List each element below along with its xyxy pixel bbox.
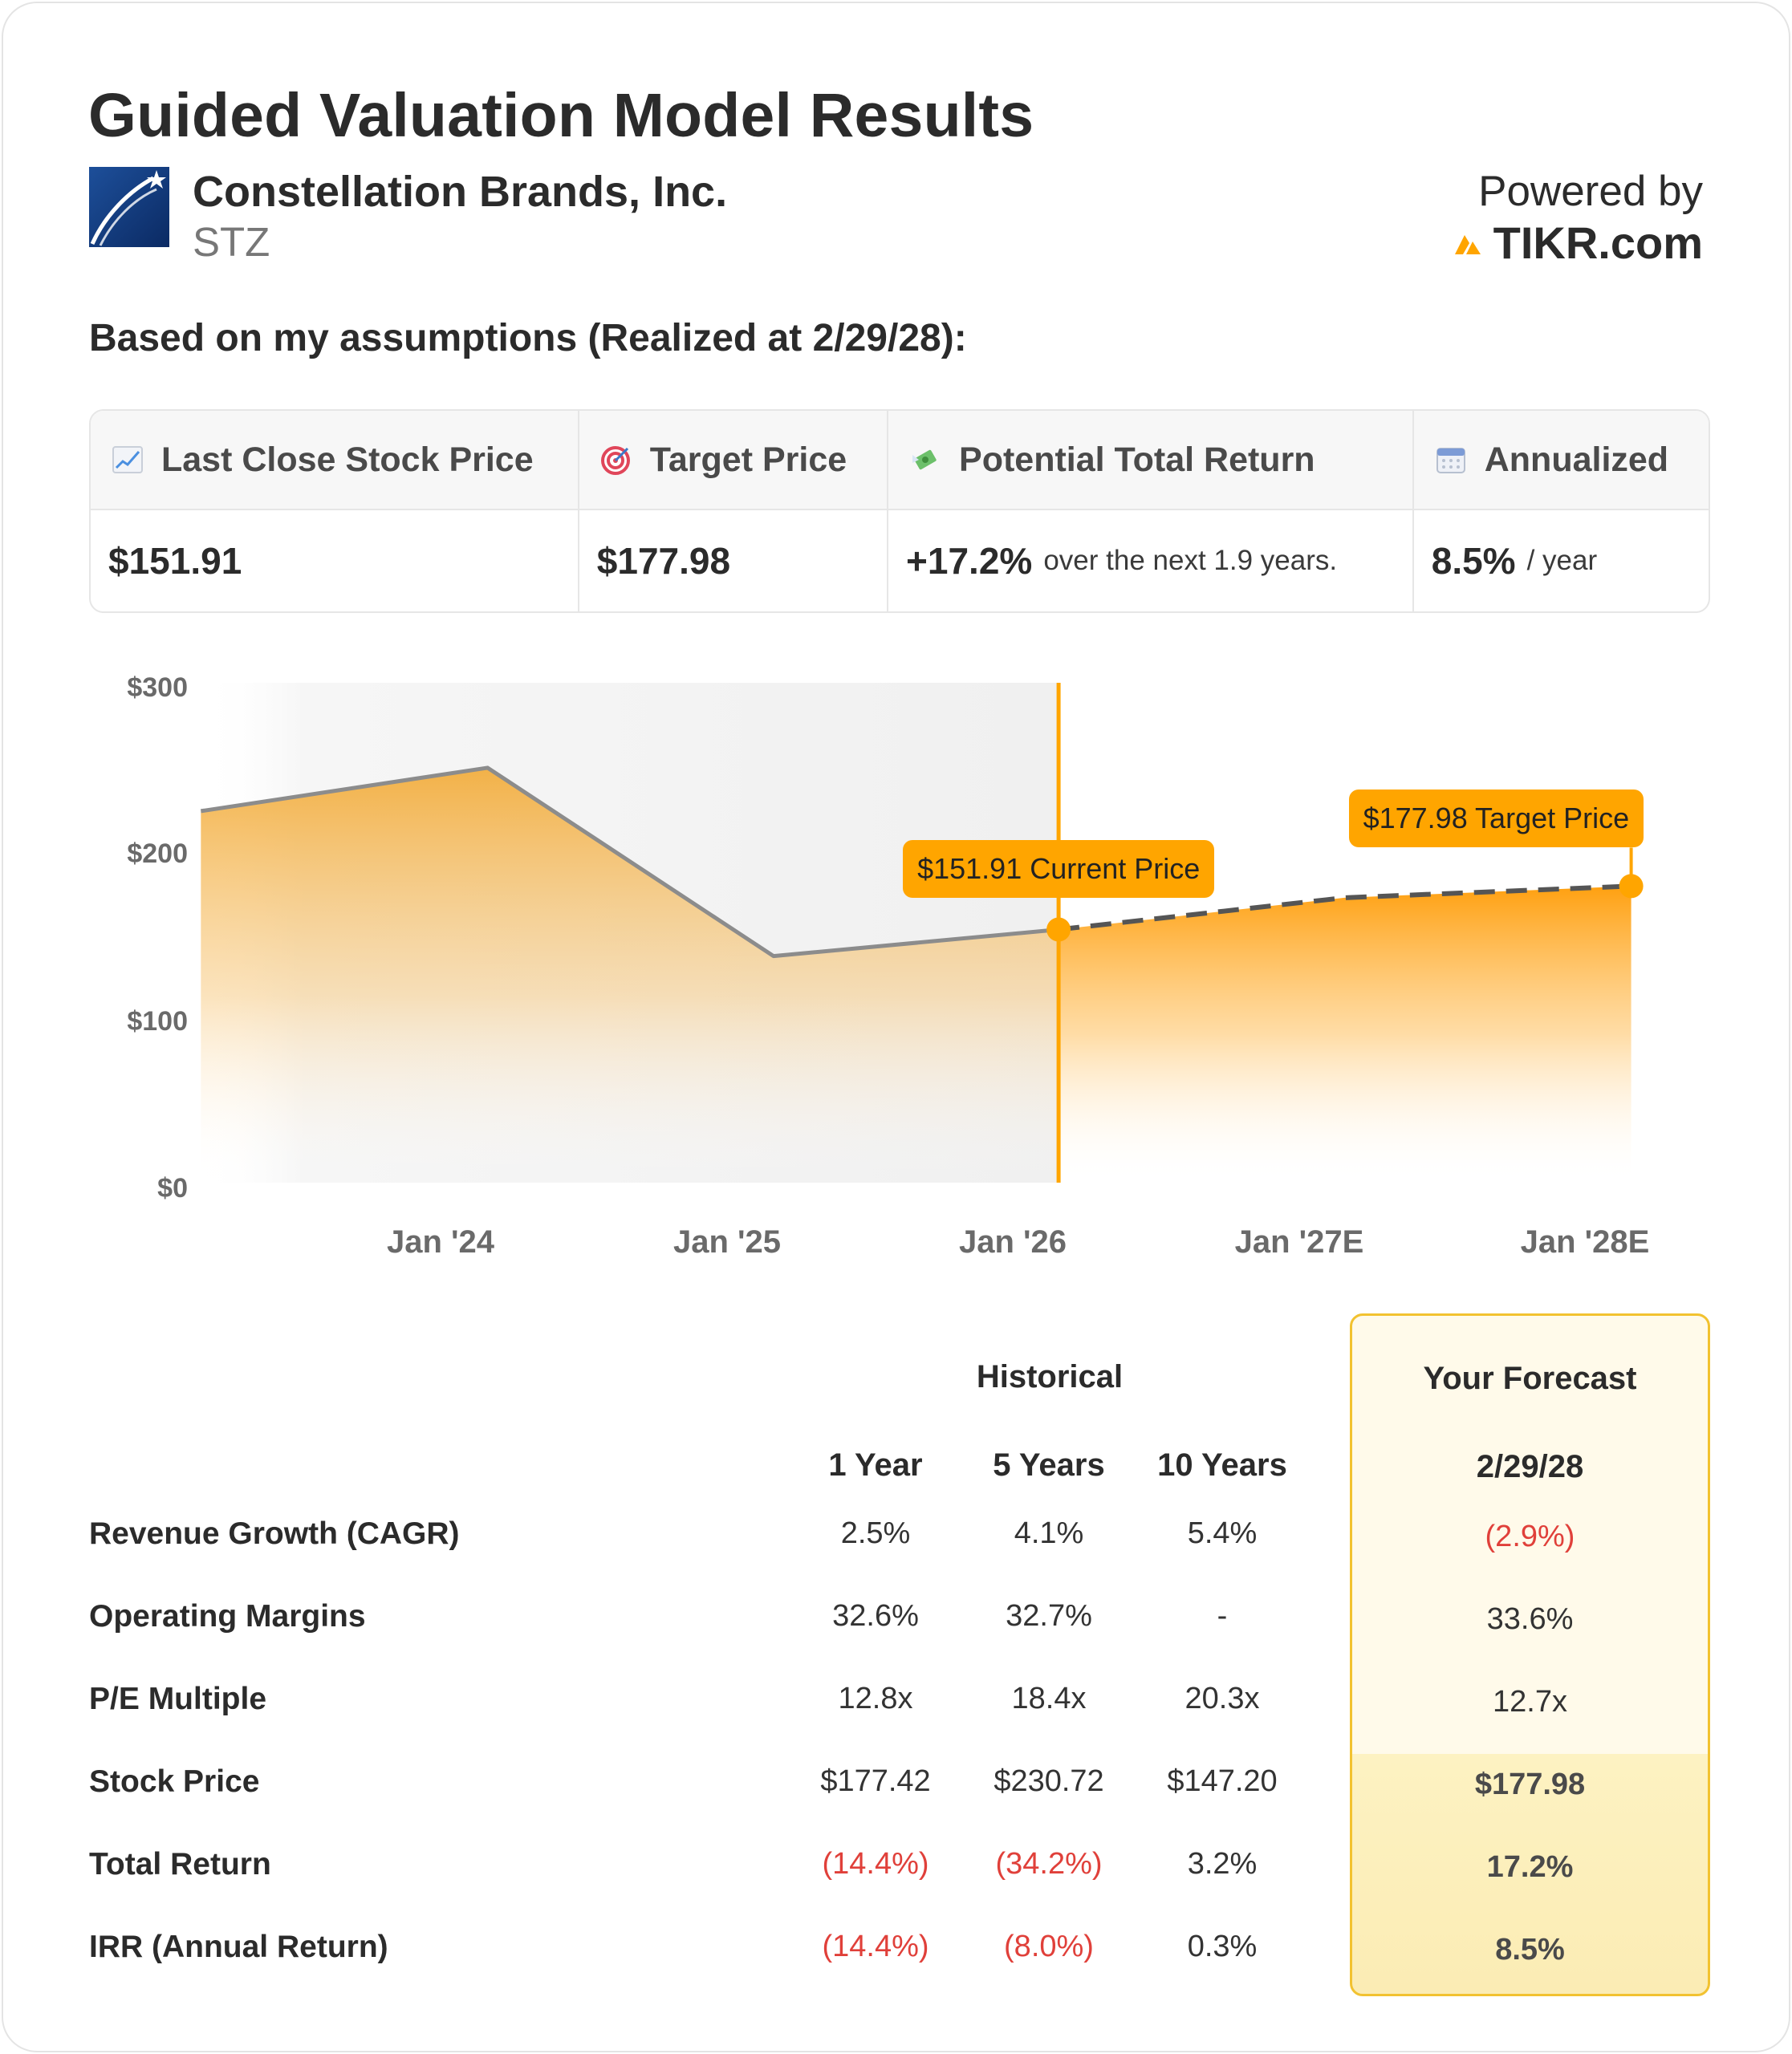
row-label-total-return: Total Return — [89, 1847, 271, 1881]
annualized-suffix: / year — [1526, 545, 1598, 576]
y-tick-label: $0 — [157, 1173, 188, 1204]
target-value: $177.98 — [596, 540, 731, 582]
powered-by-label: Powered by — [1478, 168, 1703, 215]
table-cell: (14.4%) — [822, 1930, 929, 1963]
company-logo — [89, 167, 169, 247]
forecast-cell: 8.5% — [1495, 1933, 1565, 1967]
x-tick-label: Jan '28E — [1520, 1224, 1650, 1260]
table-cell: (34.2%) — [995, 1847, 1103, 1881]
potential-return-label: Potential Total Return — [959, 440, 1315, 479]
table-cell: $177.42 — [820, 1764, 931, 1798]
tikr-brand-text: TIKR.com — [1493, 217, 1703, 268]
y-tick-label: $200 — [127, 838, 188, 869]
summary-last-close: Last Close Stock Price $151.91 — [91, 411, 579, 611]
target-price-marker — [1619, 874, 1644, 899]
summary-annualized: Annualized 8.5% / year — [1413, 411, 1709, 611]
table-cell: 32.6% — [832, 1599, 919, 1633]
table-cell: 12.8x — [838, 1682, 913, 1715]
tikr-brand-link[interactable]: TIKR.com — [1453, 217, 1703, 269]
table-cell: (14.4%) — [822, 1847, 929, 1881]
x-tick-label: Jan '25 — [673, 1224, 782, 1260]
forecast-cell: 12.7x — [1493, 1685, 1567, 1719]
chart-increasing-icon — [112, 446, 143, 473]
current-price-marker — [1046, 917, 1071, 942]
table-cell: 32.7% — [1006, 1599, 1092, 1633]
table-cell: 0.3% — [1187, 1930, 1258, 1963]
target-price-callout: $177.98 Target Price — [1348, 790, 1644, 848]
forecast-area — [1059, 886, 1631, 1183]
row-label-revenue-growth: Revenue Growth (CAGR) — [89, 1516, 460, 1551]
forecast-cell: 17.2% — [1486, 1850, 1574, 1884]
table-cell: 5.4% — [1187, 1516, 1258, 1550]
potential-return-suffix: over the next 1.9 years. — [1043, 545, 1338, 576]
column-header-1-year: 1 Year — [828, 1447, 923, 1483]
ticker-symbol: STZ — [193, 219, 270, 265]
forecast-column-highlight — [1350, 1313, 1710, 1996]
x-tick-label: Jan '27E — [1234, 1224, 1364, 1260]
forecast-cell: 33.6% — [1486, 1602, 1574, 1636]
price-chart: $300 $200 $100 $0 Jan '24 Jan '25 Jan '2… — [3, 645, 1792, 1287]
row-label-operating-margins: Operating Margins — [89, 1599, 366, 1634]
column-header-5-years: 5 Years — [993, 1447, 1105, 1483]
summary-table: Last Close Stock Price $151.91 Target Pr… — [89, 409, 1710, 613]
table-cell: $147.20 — [1167, 1764, 1278, 1798]
table-cell: 18.4x — [1011, 1682, 1087, 1715]
historical-area — [201, 767, 1059, 1183]
last-close-value: $151.91 — [108, 540, 242, 582]
y-tick-label: $300 — [127, 672, 188, 703]
potential-return-value: +17.2% — [906, 540, 1033, 582]
historical-title: Historical — [976, 1359, 1124, 1394]
target-label: Target Price — [649, 440, 847, 479]
annualized-label: Annualized — [1484, 440, 1669, 479]
page-title: Guided Valuation Model Results — [88, 81, 1034, 150]
target-icon — [600, 446, 630, 475]
forecast-cell: $177.98 — [1474, 1768, 1586, 1801]
x-tick-label: Jan '26 — [958, 1224, 1067, 1260]
table-cell: 20.3x — [1185, 1682, 1260, 1715]
table-cell: - — [1217, 1599, 1228, 1633]
forecast-cell: (2.9%) — [1485, 1520, 1575, 1553]
annualized-value: 8.5% — [1431, 540, 1516, 582]
x-tick-label: Jan '24 — [386, 1224, 495, 1260]
forecast-title: Your Forecast — [1423, 1361, 1637, 1396]
company-name: Constellation Brands, Inc. — [193, 168, 728, 216]
y-tick-label: $100 — [127, 1006, 188, 1037]
assumptions-heading: Based on my assumptions (Realized at 2/2… — [89, 317, 967, 359]
chart-plot — [200, 683, 1644, 1183]
metrics-table: Historical Your Forecast 1 Year 5 Years … — [3, 1303, 1792, 2025]
summary-potential-return: Potential Total Return +17.2% over the n… — [888, 411, 1414, 611]
current-price-callout: $151.91 Current Price — [903, 839, 1215, 898]
table-cell: 2.5% — [840, 1516, 911, 1550]
last-close-label: Last Close Stock Price — [161, 440, 534, 479]
tikr-logo-icon — [1454, 234, 1481, 254]
row-label-stock-price: Stock Price — [89, 1764, 260, 1799]
row-label-pe-multiple: P/E Multiple — [89, 1682, 267, 1716]
column-header-forecast-date: 2/29/28 — [1476, 1449, 1584, 1484]
summary-target: Target Price $177.98 — [579, 411, 889, 611]
historical-line — [200, 765, 1059, 959]
column-header-10-years: 10 Years — [1157, 1447, 1287, 1483]
table-cell: (8.0%) — [1004, 1930, 1094, 1963]
table-cell: $230.72 — [994, 1764, 1104, 1798]
money-with-wings-icon — [912, 449, 937, 470]
table-cell: 4.1% — [1014, 1516, 1084, 1550]
calendar-icon — [1436, 448, 1465, 473]
table-cell: 3.2% — [1187, 1847, 1258, 1881]
row-label-irr: IRR (Annual Return) — [89, 1930, 388, 1964]
